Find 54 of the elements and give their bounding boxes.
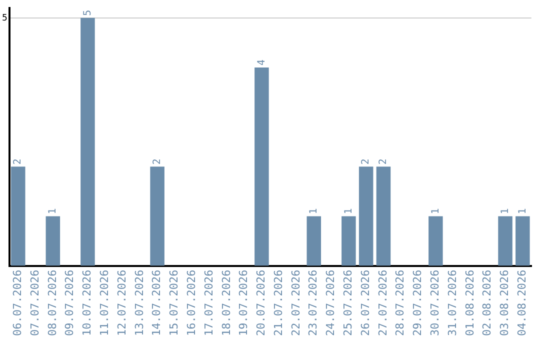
bar bbox=[342, 216, 356, 266]
x-tick-label: 06.07.2026 bbox=[10, 270, 24, 336]
x-tick-label: 17.07.2026 bbox=[202, 270, 216, 336]
x-tick-label: 10.07.2026 bbox=[80, 270, 94, 336]
data-label: 2 bbox=[360, 158, 372, 165]
data-label: 1 bbox=[48, 208, 59, 214]
bar bbox=[358, 166, 374, 266]
data-label: 1 bbox=[430, 208, 442, 214]
data-label: 5 bbox=[82, 10, 94, 16]
x-tick-label: 12.07.2026 bbox=[115, 270, 128, 336]
x-tick-label: 26.07.2026 bbox=[358, 270, 372, 336]
bar bbox=[306, 216, 322, 266]
x-tick-label: 30.07.2026 bbox=[428, 270, 442, 336]
x-tick-label: 08.07.2026 bbox=[46, 270, 59, 336]
data-label: 1 bbox=[308, 208, 320, 214]
data-label: 1 bbox=[343, 208, 354, 214]
data-label: 1 bbox=[517, 208, 528, 214]
x-tick-label: 19.07.2026 bbox=[237, 270, 250, 336]
x-tick-label: 13.07.2026 bbox=[132, 270, 146, 336]
x-tick-label: 04.08.2026 bbox=[516, 270, 529, 336]
bar bbox=[428, 216, 443, 266]
bar bbox=[10, 166, 26, 266]
x-tick-label: 31.07.2026 bbox=[446, 270, 459, 336]
x-tick-label: 09.07.2026 bbox=[63, 270, 76, 336]
x-tick-label: 11.07.2026 bbox=[98, 270, 111, 336]
x-tick-label: 22.07.2026 bbox=[289, 270, 302, 336]
x-tick-label: 03.08.2026 bbox=[498, 270, 512, 336]
x-tick-label: 01.08.2026 bbox=[463, 270, 476, 336]
x-tick-label: 14.07.2026 bbox=[150, 270, 164, 336]
x-tick-label: 28.07.2026 bbox=[394, 270, 407, 336]
data-label: 1 bbox=[500, 208, 511, 214]
x-tick-label: 02.08.2026 bbox=[480, 270, 494, 336]
bar bbox=[46, 216, 60, 266]
bar bbox=[376, 166, 391, 266]
x-tick-label: 29.07.2026 bbox=[411, 270, 424, 336]
x-tick-label: 18.07.2026 bbox=[220, 270, 233, 336]
bar bbox=[150, 166, 164, 266]
x-tick-label: 16.07.2026 bbox=[184, 270, 198, 336]
data-label: 2 bbox=[378, 158, 390, 165]
bar bbox=[498, 216, 512, 266]
x-tick-label: 15.07.2026 bbox=[168, 270, 181, 336]
x-tick-label: 21.07.2026 bbox=[272, 270, 285, 336]
bar bbox=[80, 18, 95, 266]
data-label: 2 bbox=[12, 158, 24, 165]
x-tick-label: 20.07.2026 bbox=[254, 270, 268, 336]
bar bbox=[516, 216, 530, 266]
x-tick-label: 25.07.2026 bbox=[342, 270, 355, 336]
x-tick-label: 23.07.2026 bbox=[306, 270, 320, 336]
data-label: 2 bbox=[152, 158, 163, 165]
x-tick-label: 24.07.2026 bbox=[324, 270, 338, 336]
x-tick-label: 27.07.2026 bbox=[376, 270, 390, 336]
bar bbox=[254, 67, 269, 266]
x-tick-label: 07.07.2026 bbox=[28, 270, 42, 336]
data-label: 4 bbox=[256, 59, 268, 66]
